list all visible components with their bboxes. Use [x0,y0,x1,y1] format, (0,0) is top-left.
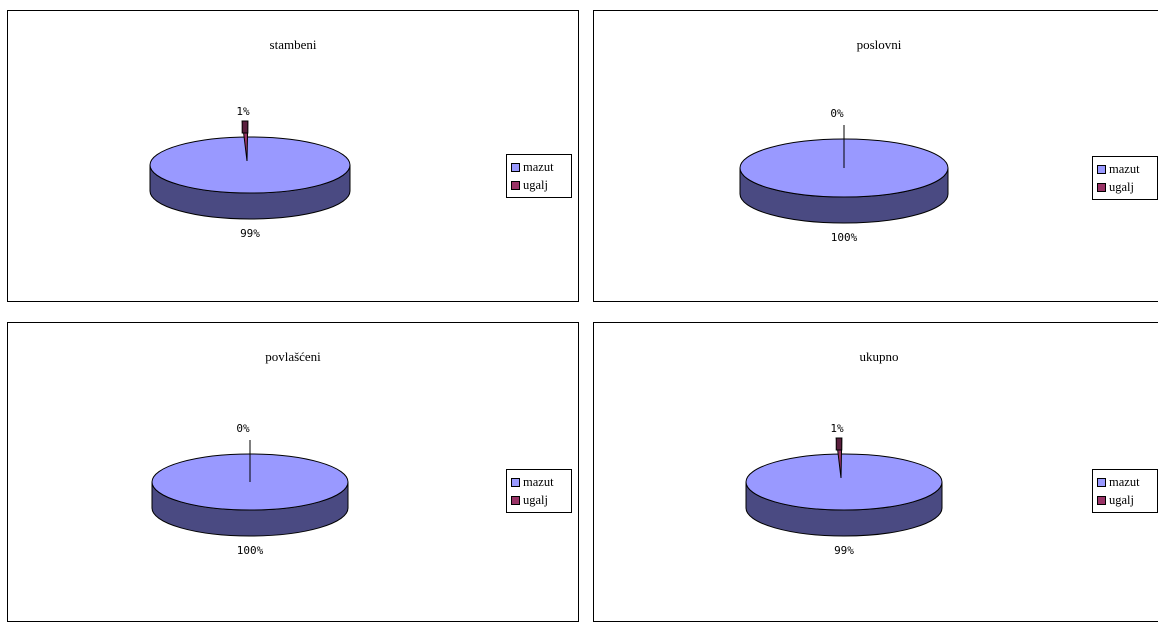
legend-item-mazut: mazut [511,473,568,491]
slice-ugalj-side [835,437,843,451]
data-label-mazut: 99% [834,544,854,557]
legend-swatch [1097,495,1106,505]
slice-mazut [149,136,351,194]
legend-item-mazut: mazut [511,158,568,176]
pie-chart: 1% 99% [149,105,351,240]
chart-povlasceni: povlašćeni 0% 100% mazut ugalj [7,322,579,622]
legend-item-mazut: mazut [1097,160,1154,178]
chart-poslovni: poslovni 0% 100% mazut ugalj [593,10,1158,302]
legend-label: mazut [523,159,554,174]
legend-label: mazut [1109,474,1140,489]
data-label-ugalj: 0% [236,422,250,435]
pie-chart: 1% 99% [745,422,943,557]
legend-swatch [1097,182,1106,192]
legend-swatch [1097,477,1106,487]
legend: mazut ugalj [1092,469,1158,513]
legend-label: ugalj [1109,179,1134,194]
chart-title: stambeni [269,37,317,52]
chart-stambeni: stambeni 1% 99% mazut ugalj [7,10,579,302]
data-label-ugalj: 1% [830,422,844,435]
legend-swatch [511,477,520,487]
legend-item-mazut: mazut [1097,473,1154,491]
data-label-mazut: 100% [237,544,264,557]
chart-title: ukupno [859,349,899,364]
data-label-ugalj: 0% [830,107,844,120]
legend-label: mazut [1109,161,1140,176]
legend-label: mazut [523,474,554,489]
legend: mazut ugalj [506,469,572,513]
legend-label: ugalj [523,492,548,507]
legend-swatch [511,162,520,172]
legend-label: ugalj [1109,492,1134,507]
data-label-ugalj: 1% [236,105,250,118]
legend-swatch [511,495,520,505]
chart-title: poslovni [856,37,902,52]
data-label-mazut: 99% [240,227,260,240]
data-label-mazut: 100% [831,231,858,244]
legend-label: ugalj [523,177,548,192]
chart-title: povlašćeni [265,349,321,364]
legend: mazut ugalj [1092,156,1158,200]
slice-ugalj-side [241,120,249,134]
pie-chart: 0% 100% [151,422,349,557]
legend-item-ugalj: ugalj [1097,178,1154,196]
legend-swatch [511,180,520,190]
pie-chart: 0% 100% [739,107,949,244]
legend: mazut ugalj [506,154,572,198]
slice-mazut [745,453,943,511]
legend-item-ugalj: ugalj [511,491,568,509]
legend-item-ugalj: ugalj [511,176,568,194]
legend-swatch [1097,164,1106,174]
chart-ukupno: ukupno 1% 99% mazut ugalj [593,322,1158,622]
legend-item-ugalj: ugalj [1097,491,1154,509]
